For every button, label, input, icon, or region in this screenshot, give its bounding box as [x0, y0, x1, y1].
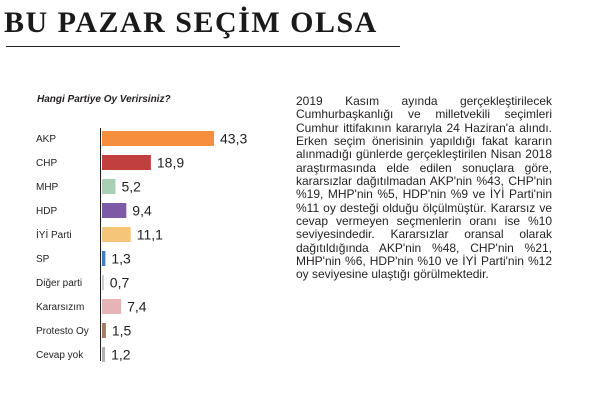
bar	[102, 227, 131, 242]
value-label: 7,4	[127, 299, 147, 315]
bar	[102, 203, 127, 218]
category-label: MHP	[36, 182, 59, 193]
category-label: CHP	[36, 158, 57, 169]
category-label: Diğer parti	[36, 278, 82, 289]
value-label: 1,5	[112, 323, 132, 339]
value-label: 1,2	[111, 347, 131, 363]
page-title: BU PAZAR SEÇİM OLSA	[4, 6, 378, 39]
category-label: AKP	[36, 134, 56, 145]
bar	[102, 299, 122, 314]
bar	[102, 275, 104, 290]
category-label: Protesto Oy	[36, 326, 89, 337]
bar	[102, 155, 151, 170]
category-label: SP	[36, 254, 50, 265]
bar	[102, 251, 106, 266]
value-label: 43,3	[220, 131, 247, 147]
category-label: HDP	[36, 206, 57, 217]
chart-title: Hangi Partiye Oy Verirsiniz?	[37, 94, 171, 105]
category-label: İYİ Parti	[36, 228, 72, 241]
bar	[102, 323, 106, 338]
article-text: 2019 Kasım ayında gerçekleştirilecek Cum…	[296, 94, 552, 282]
value-label: 0,7	[110, 275, 130, 291]
bar	[102, 179, 116, 194]
bar	[102, 131, 214, 146]
value-label: 18,9	[157, 155, 184, 171]
value-label: 11,1	[137, 227, 163, 243]
value-label: 9,4	[132, 203, 152, 219]
bar	[102, 347, 106, 362]
category-label: Kararsızım	[36, 302, 84, 313]
value-label: 5,2	[121, 179, 141, 195]
value-label: 1,3	[111, 251, 131, 267]
title-divider	[6, 46, 400, 47]
category-label: Cevap yok	[36, 350, 84, 361]
